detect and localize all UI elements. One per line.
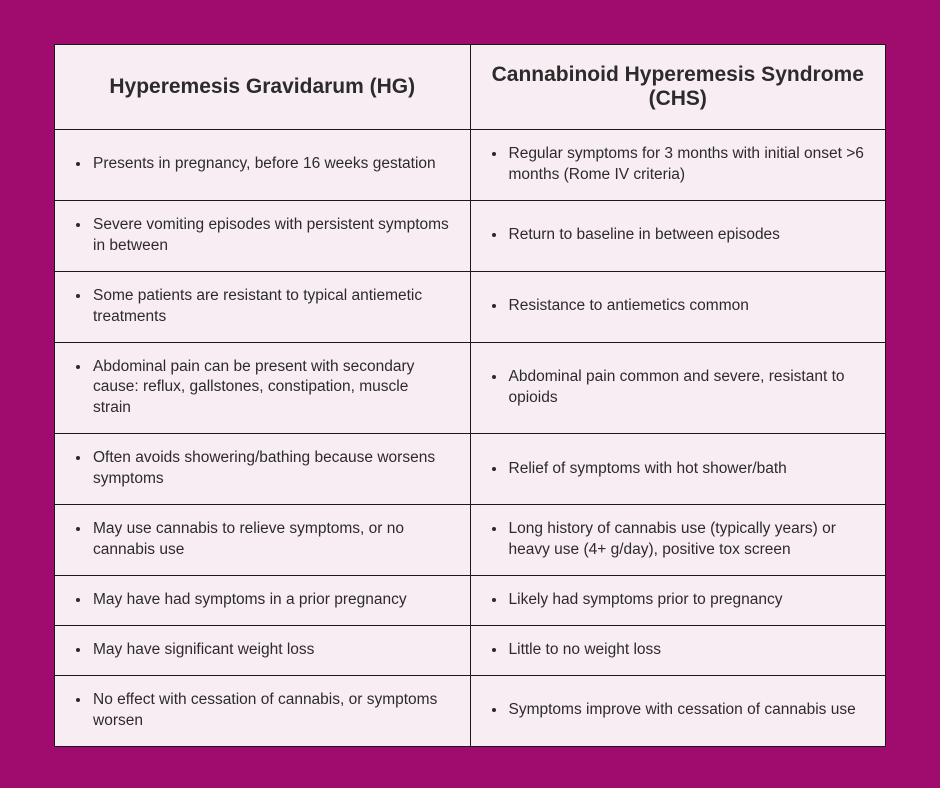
chs-cell: Symptoms improve with cessation of canna… (507, 700, 866, 721)
table-row: May use cannabis to relieve symptoms, or… (55, 505, 886, 576)
hg-cell: No effect with cessation of cannabis, or… (91, 690, 450, 732)
chs-cell: Return to baseline in between episodes (507, 225, 866, 246)
chs-cell: Resistance to antiemetics common (507, 296, 866, 317)
chs-cell: Long history of cannabis use (typically … (507, 519, 866, 561)
table-row: No effect with cessation of cannabis, or… (55, 675, 886, 746)
hg-cell: Severe vomiting episodes with persistent… (91, 215, 450, 257)
hg-cell: Presents in pregnancy, before 16 weeks g… (91, 154, 450, 175)
comparison-table-container: Hyperemesis Gravidarum (HG) Cannabinoid … (54, 44, 886, 747)
table-row: May have significant weight loss Little … (55, 625, 886, 675)
column-header-hg: Hyperemesis Gravidarum (HG) (55, 45, 471, 130)
table-row: Often avoids showering/bathing because w… (55, 434, 886, 505)
hg-cell: May have had symptoms in a prior pregnan… (91, 590, 450, 611)
chs-cell: Regular symptoms for 3 months with initi… (507, 144, 866, 186)
table-row: Some patients are resistant to typical a… (55, 271, 886, 342)
hg-cell: Often avoids showering/bathing because w… (91, 448, 450, 490)
table-row: Severe vomiting episodes with persistent… (55, 200, 886, 271)
chs-cell: Little to no weight loss (507, 640, 866, 661)
table-row: May have had symptoms in a prior pregnan… (55, 575, 886, 625)
table-row: Presents in pregnancy, before 16 weeks g… (55, 130, 886, 201)
hg-cell: Some patients are resistant to typical a… (91, 286, 450, 328)
hg-cell: May use cannabis to relieve symptoms, or… (91, 519, 450, 561)
chs-cell: Likely had symptoms prior to pregnancy (507, 590, 866, 611)
table-row: Abdominal pain can be present with secon… (55, 342, 886, 434)
chs-cell: Relief of symptoms with hot shower/bath (507, 459, 866, 480)
hg-cell: May have significant weight loss (91, 640, 450, 661)
hg-cell: Abdominal pain can be present with secon… (91, 357, 450, 420)
chs-cell: Abdominal pain common and severe, resist… (507, 367, 866, 409)
column-header-chs: Cannabinoid Hyperemesis Syndrome (CHS) (470, 45, 886, 130)
comparison-table: Hyperemesis Gravidarum (HG) Cannabinoid … (54, 44, 886, 747)
